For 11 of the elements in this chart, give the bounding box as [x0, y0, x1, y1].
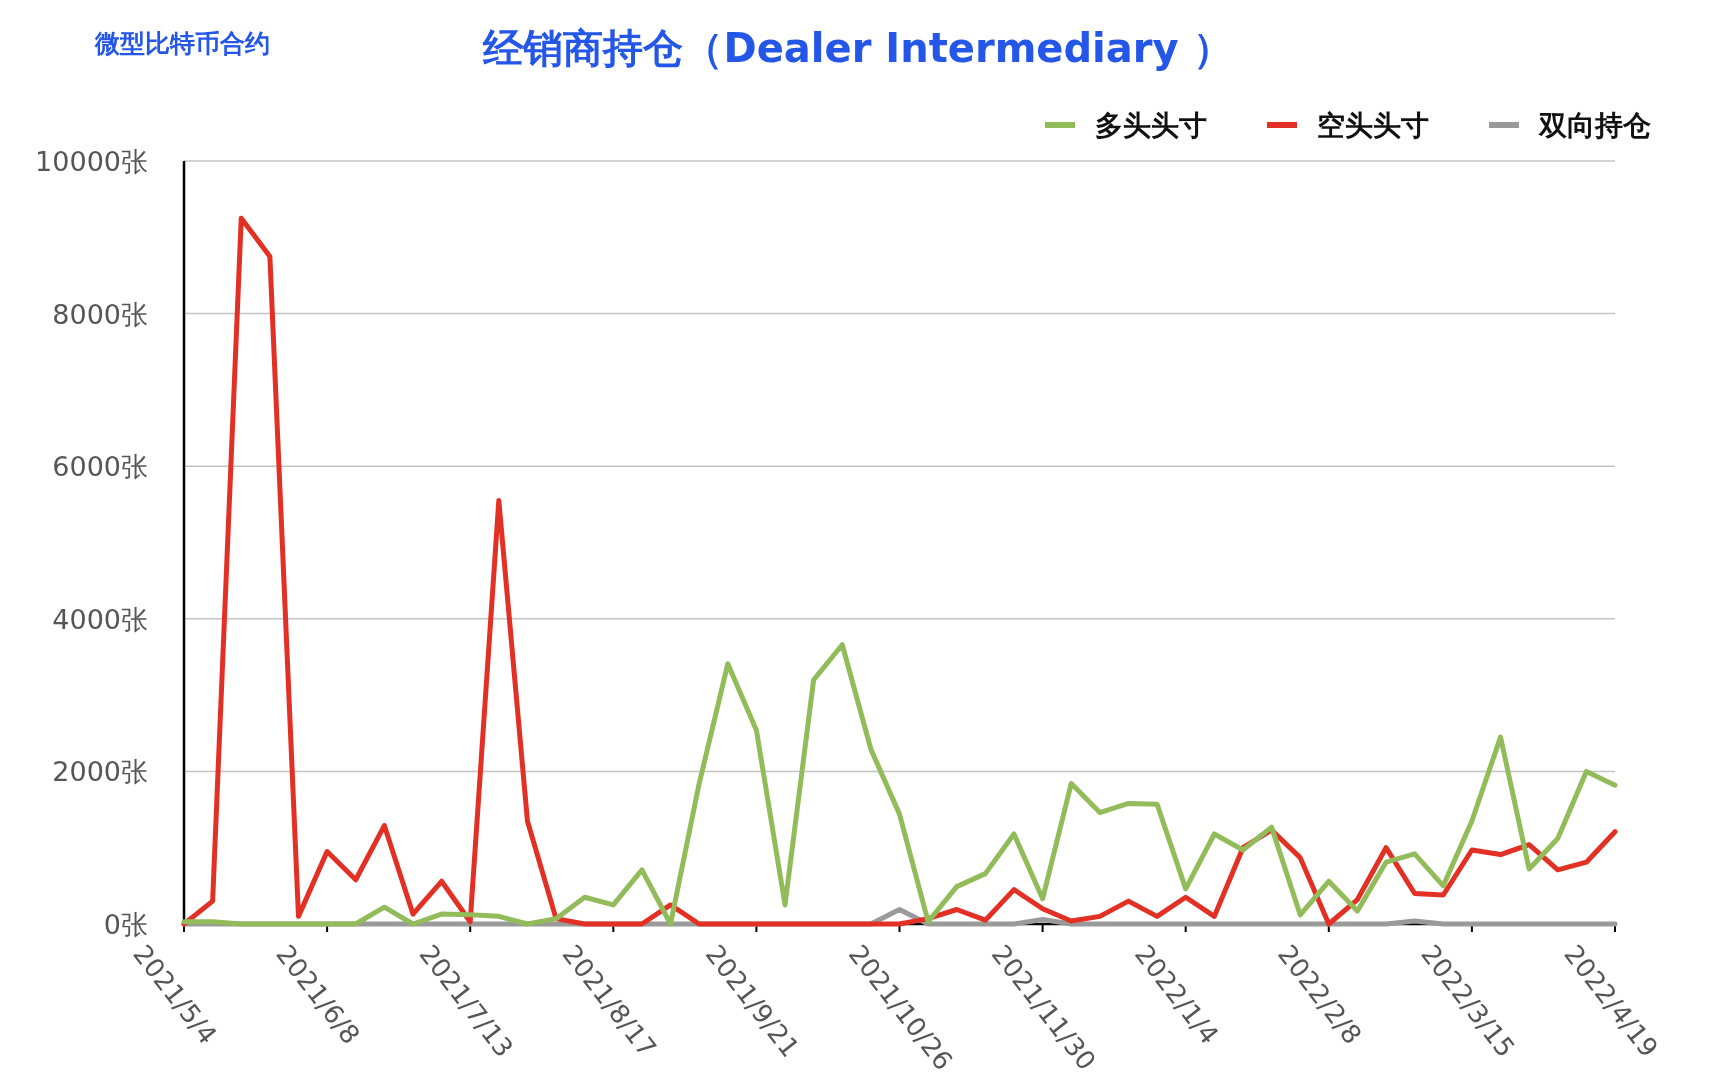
y-tick-label: 8000张	[52, 298, 148, 330]
y-tick-label: 10000张	[35, 146, 148, 177]
legend-label: 双向持仓	[1538, 109, 1651, 142]
y-tick-label: 0张	[103, 909, 148, 940]
y-tick-label: 4000张	[52, 603, 148, 635]
y-tick-label: 6000张	[52, 451, 148, 483]
text: 微型比特币合约	[94, 29, 270, 58]
y-tick-label: 2000张	[52, 756, 148, 788]
legend-label: 空头头寸	[1317, 109, 1429, 142]
legend-label: 多头头寸	[1095, 109, 1207, 142]
chart-title: 经销商持仓（Dealer Intermediary ）	[482, 25, 1233, 71]
